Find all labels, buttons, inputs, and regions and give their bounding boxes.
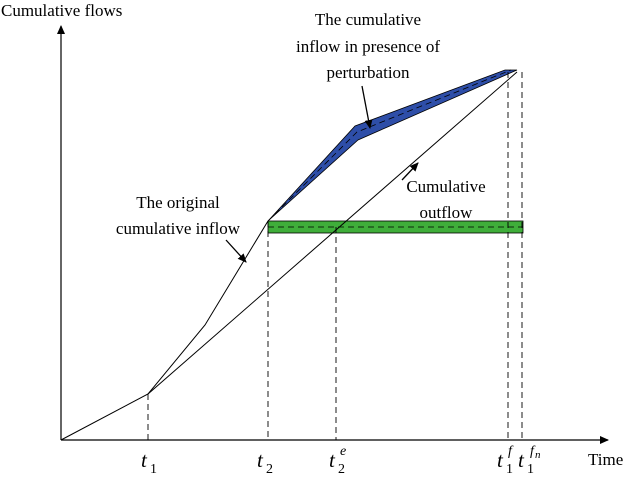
svg-text:outflow: outflow	[420, 203, 474, 222]
original-inflow-curve	[60, 220, 269, 441]
svg-text:n: n	[535, 449, 541, 461]
svg-text:f: f	[508, 444, 514, 459]
perturbed-inflow-arrow	[361, 85, 373, 129]
original-inflow-annotation: The original cumulative inflow	[116, 193, 241, 238]
svg-text:The original: The original	[136, 193, 220, 212]
svg-text:2: 2	[266, 462, 273, 474]
x-axis-label: Time	[588, 450, 623, 469]
tick-t1fn: t 1 f n	[518, 444, 541, 477]
outflow-band	[267, 220, 524, 234]
svg-text:t: t	[141, 448, 148, 472]
svg-text:2: 2	[338, 462, 345, 474]
svg-text:t: t	[257, 448, 264, 472]
cumulative-outflow-curve	[147, 71, 518, 395]
outflow-arrow	[401, 162, 419, 181]
tick-t1: t 1	[141, 448, 157, 477]
perturbed-inflow-band	[267, 69, 518, 222]
tick-t1f: t 1 f	[497, 444, 514, 477]
svg-text:1: 1	[527, 462, 534, 474]
svg-text:e: e	[340, 444, 346, 459]
tick-t2e: t 2 e	[329, 444, 346, 477]
perturbed-inflow-dashline	[267, 69, 512, 222]
svg-text:1: 1	[150, 462, 157, 474]
svg-text:t: t	[329, 448, 336, 472]
svg-text:Cumulative: Cumulative	[406, 177, 485, 196]
tick-t2: t 2	[257, 448, 273, 477]
svg-text:t: t	[518, 448, 525, 472]
svg-text:inflow in presence of: inflow in presence of	[296, 37, 440, 56]
svg-text:cumulative inflow: cumulative inflow	[116, 219, 241, 238]
svg-text:f: f	[530, 444, 536, 459]
svg-text:t: t	[497, 448, 504, 472]
svg-text:The cumulative: The cumulative	[315, 10, 421, 29]
svg-text:1: 1	[506, 462, 513, 474]
original-inflow-arrow	[225, 239, 247, 263]
svg-text:perturbation: perturbation	[326, 63, 410, 82]
outflow-annotation: Cumulative outflow	[406, 177, 485, 222]
perturbed-inflow-annotation: The cumulative inflow in presence of per…	[296, 10, 440, 82]
y-axis-label: Cumulative flows	[1, 1, 122, 20]
